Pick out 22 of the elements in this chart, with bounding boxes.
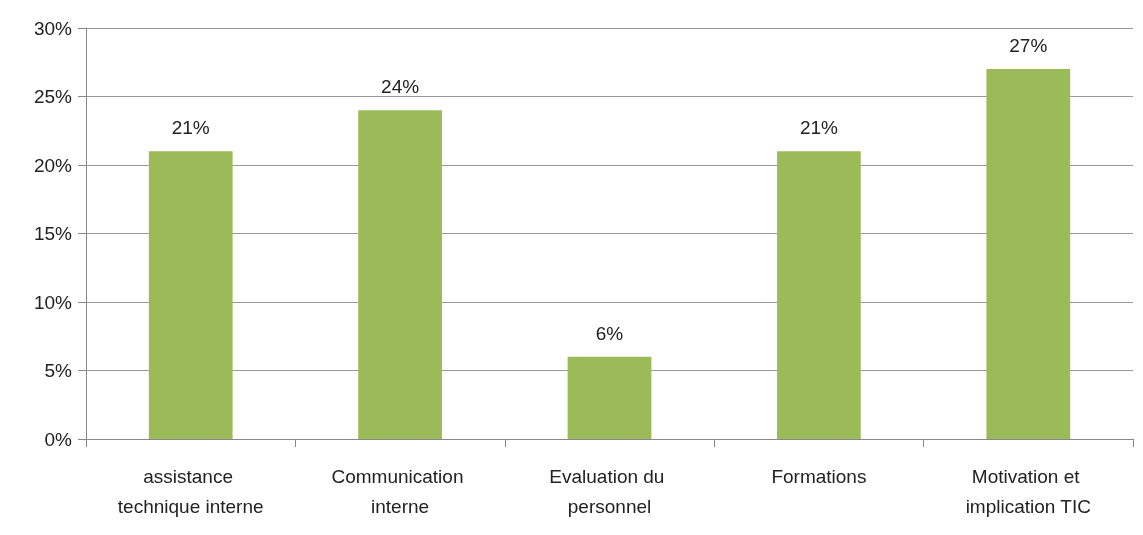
y-tick-label: 20%	[33, 154, 73, 176]
bar	[358, 110, 442, 439]
data-label: 21%	[171, 117, 210, 139]
data-label: 27%	[1009, 35, 1048, 57]
y-tick-label: 15%	[33, 223, 73, 244]
data-label: 6%	[595, 322, 624, 344]
x-tick-label: Formations	[771, 465, 867, 487]
data-label: 24%	[381, 76, 420, 98]
y-tick-label: 5%	[44, 360, 73, 381]
y-tick-label: 10%	[33, 291, 73, 313]
bar	[777, 151, 861, 439]
x-tick-label: Evaluation du personnel	[549, 465, 670, 517]
x-tick-label: Motivation et implication TIC	[965, 465, 1091, 517]
bar	[148, 151, 233, 439]
bar	[567, 356, 652, 439]
y-tick-label: 0%	[44, 428, 73, 450]
y-tick-label: 30%	[33, 17, 73, 39]
bar	[986, 69, 1071, 439]
x-tick-label: Communication interne	[331, 465, 469, 517]
data-label: 21%	[799, 117, 839, 139]
x-tick-label: assistance technique interne	[117, 465, 264, 517]
y-tick-label: 25%	[33, 86, 73, 107]
